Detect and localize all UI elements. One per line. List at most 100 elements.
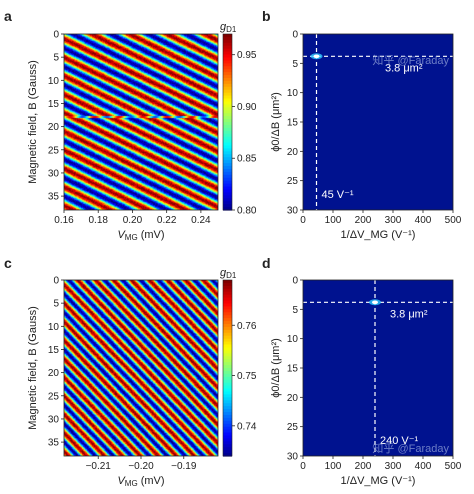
y-tick-label: 5 xyxy=(53,299,59,310)
colorbar-step xyxy=(223,373,232,378)
y-tick-label: 0 xyxy=(53,276,59,287)
watermark: 知乎 @Faraday xyxy=(372,53,449,67)
colorbar-step xyxy=(223,417,232,422)
colorbar-step xyxy=(223,51,232,56)
colorbar-step xyxy=(223,116,232,120)
peak-area-annotation: 3.8 μm² xyxy=(390,308,428,320)
colorbar-frame xyxy=(222,279,233,457)
colorbar-step xyxy=(223,288,232,293)
y-tick-label: 25 xyxy=(287,422,299,433)
colorbar-step xyxy=(223,34,232,38)
colorbar-step xyxy=(223,329,232,334)
colorbar-step xyxy=(223,207,232,211)
colorbar-step xyxy=(223,80,232,85)
y-tick-label: 5 xyxy=(292,305,298,316)
colorbar-step xyxy=(223,66,232,70)
colorbar-step xyxy=(223,447,232,451)
y-tick-label: 20 xyxy=(48,368,60,379)
colorbar-step xyxy=(223,54,232,59)
colorbar-step xyxy=(223,420,232,425)
fft-peak xyxy=(372,300,378,305)
x-tick-label: 0 xyxy=(300,215,306,226)
watermark: 知乎 @Faraday xyxy=(372,441,449,455)
x-tick-label: 0.20 xyxy=(123,215,143,226)
x-tick-label: −0.21 xyxy=(86,461,112,472)
colorbar-step xyxy=(223,113,232,117)
y-tick-label: 5 xyxy=(292,59,298,70)
colorbar-step xyxy=(223,409,232,413)
colorbar-step xyxy=(223,122,232,126)
colorbar-step xyxy=(223,204,232,208)
colorbar-step xyxy=(223,36,232,41)
colorbar-step xyxy=(223,282,232,287)
y-tick-label: 25 xyxy=(48,145,60,156)
colorbar-step xyxy=(223,98,232,103)
colorbar-tick-label: 0.90 xyxy=(237,102,257,113)
colorbar-step xyxy=(223,403,232,407)
fft-peak xyxy=(313,54,320,59)
colorbar-step xyxy=(223,107,232,111)
x-tick-label: 100 xyxy=(325,461,342,472)
x-tick-label: 0.16 xyxy=(54,215,74,226)
panel-letter-b: b xyxy=(262,8,271,24)
colorbar-step xyxy=(223,148,232,152)
x-axis-label: VMG (mV) xyxy=(117,475,164,488)
colorbar-step xyxy=(223,397,232,401)
panel-a: 0.16 0.18 0.20 0.22 0.24 0 5 10 15 20 25 30 35 VMG (m… xyxy=(27,21,257,242)
y-axis-label: Magnetic field, B (Gauss) xyxy=(27,306,39,430)
x-tick-label: 0.24 xyxy=(191,215,211,226)
colorbar-step xyxy=(223,426,232,431)
colorbar-tick-label: 0.80 xyxy=(237,206,257,217)
colorbar-step xyxy=(223,359,232,363)
colorbar-step xyxy=(223,136,232,141)
colorbar-step xyxy=(223,89,232,94)
colorbar-step xyxy=(223,353,232,357)
heatmap-image xyxy=(64,280,218,456)
colorbar-step xyxy=(223,291,232,296)
x-tick-label: −0.20 xyxy=(128,461,154,472)
colorbar-label: gD1 xyxy=(220,267,237,280)
plot-frame xyxy=(63,33,219,211)
colorbar-step xyxy=(223,72,232,76)
y-tick-label: 35 xyxy=(48,192,60,203)
colorbar-step xyxy=(223,174,232,179)
colorbar-step xyxy=(223,450,232,454)
colorbar-step xyxy=(223,104,232,108)
colorbar-step xyxy=(223,400,232,404)
colorbar-step xyxy=(223,332,232,337)
colorbar-step xyxy=(223,119,232,123)
x-tick-label: −0.19 xyxy=(171,461,197,472)
colorbar-step xyxy=(223,414,232,419)
y-tick-label: 25 xyxy=(287,176,299,187)
colorbar-step xyxy=(223,42,232,47)
colorbar-step xyxy=(223,312,232,316)
colorbar-step xyxy=(223,63,232,67)
colorbar-step xyxy=(223,189,232,193)
x-axis-label: 1/ΔV_MG (V⁻¹) xyxy=(341,229,416,241)
colorbar-step xyxy=(223,186,232,191)
x-tick-label: 400 xyxy=(415,461,432,472)
colorbar-step xyxy=(223,280,232,284)
colorbar-step xyxy=(223,101,232,105)
colorbar-tick-label: 0.75 xyxy=(237,371,257,382)
peak-area-annotation: 3.8 μm² xyxy=(385,62,423,74)
colorbar-step xyxy=(223,92,232,97)
colorbar-step xyxy=(223,382,232,387)
x-axis-label: VMG (mV) xyxy=(117,229,164,242)
colorbar-step xyxy=(223,309,232,313)
colorbar-step xyxy=(223,321,232,325)
x-tick-label: 300 xyxy=(385,215,402,226)
panel-letter-d: d xyxy=(262,255,271,271)
colorbar-step xyxy=(223,83,232,88)
colorbar-step xyxy=(223,45,232,50)
y-tick-label: 20 xyxy=(48,122,60,133)
colorbar-step xyxy=(223,306,232,310)
y-tick-label: 15 xyxy=(287,118,299,129)
fft-background xyxy=(303,34,453,210)
panel-c: −0.21 −0.20 −0.19 0 5 10 15 20 25 30 35 VMG (mV) Mag… xyxy=(27,267,257,488)
y-tick-label: 30 xyxy=(48,168,60,179)
colorbar-step xyxy=(223,130,232,135)
x-tick-label: 400 xyxy=(415,215,432,226)
colorbar-step xyxy=(223,344,232,349)
